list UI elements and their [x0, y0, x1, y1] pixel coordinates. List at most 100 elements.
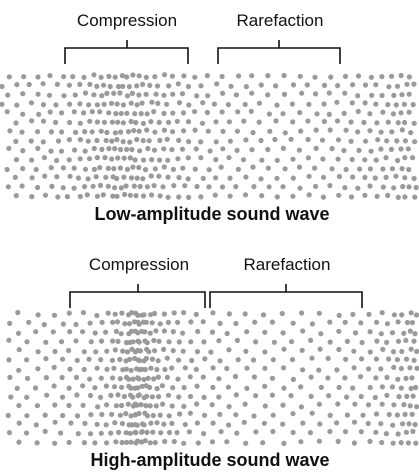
particle	[139, 383, 145, 389]
particle	[43, 375, 50, 381]
particle	[280, 111, 286, 117]
particle	[82, 90, 89, 96]
particle	[265, 146, 271, 153]
particle	[176, 357, 182, 363]
particle	[298, 439, 304, 445]
particle	[51, 383, 57, 389]
particle	[130, 72, 136, 78]
particle	[200, 374, 206, 380]
particle	[394, 412, 400, 418]
particle	[108, 100, 115, 106]
particle	[113, 403, 119, 409]
particle	[67, 119, 73, 126]
particle	[342, 429, 349, 435]
particle	[350, 174, 356, 180]
particle	[399, 312, 405, 318]
particle	[109, 156, 115, 162]
particle	[74, 357, 80, 363]
particle	[368, 74, 374, 80]
particle	[66, 402, 72, 409]
particle	[226, 422, 232, 428]
particle	[154, 366, 160, 373]
particle	[66, 347, 72, 354]
particle	[66, 439, 72, 445]
particle	[16, 403, 22, 409]
particle	[23, 430, 30, 436]
particle	[233, 392, 239, 398]
particle	[161, 311, 167, 317]
particle	[138, 402, 144, 408]
particle	[13, 157, 20, 163]
particle	[42, 428, 48, 434]
particle	[367, 438, 373, 444]
particle	[157, 193, 163, 199]
particle	[123, 366, 129, 372]
particle	[75, 175, 82, 181]
particle	[399, 92, 405, 98]
particle	[248, 108, 254, 114]
particle	[402, 175, 408, 181]
particle	[401, 402, 407, 408]
particle	[136, 410, 142, 417]
particle	[234, 147, 240, 153]
particle	[266, 111, 272, 117]
particle	[67, 173, 73, 179]
particle	[279, 310, 285, 317]
particle	[143, 74, 149, 80]
particle	[388, 146, 394, 152]
particle	[136, 164, 142, 171]
particle	[48, 148, 54, 154]
particle	[317, 346, 323, 352]
particle	[235, 166, 241, 172]
particle	[147, 403, 153, 409]
particle	[148, 173, 154, 179]
particle	[391, 185, 397, 191]
particle	[394, 83, 401, 89]
particle	[66, 385, 72, 391]
particle	[256, 100, 262, 106]
particle	[350, 385, 356, 391]
particle	[157, 137, 163, 143]
particle	[153, 91, 159, 97]
particle	[316, 438, 322, 444]
particle	[193, 311, 199, 317]
particle	[73, 321, 79, 328]
particle	[166, 429, 173, 436]
particle	[58, 339, 65, 345]
particle	[152, 348, 158, 354]
particle	[20, 148, 26, 154]
particle	[110, 375, 116, 381]
particle	[134, 83, 140, 89]
particle	[29, 175, 35, 181]
particle	[328, 74, 334, 80]
particle	[170, 110, 176, 116]
particle	[220, 90, 226, 96]
particle	[194, 183, 200, 190]
particle	[101, 82, 107, 88]
particle	[159, 383, 165, 389]
particle	[244, 385, 250, 391]
particle	[326, 90, 332, 96]
particle	[187, 410, 193, 416]
particle	[77, 137, 83, 143]
particle	[64, 194, 70, 200]
particle	[149, 394, 155, 400]
particle	[146, 349, 152, 355]
particle	[341, 147, 347, 154]
particle	[7, 374, 13, 380]
particle	[260, 312, 267, 318]
particle	[174, 430, 180, 436]
particle	[313, 183, 319, 189]
particle	[176, 194, 182, 200]
particle	[140, 193, 147, 199]
particle	[131, 183, 137, 189]
particle	[217, 320, 223, 326]
particle	[91, 166, 97, 172]
particle	[175, 81, 181, 87]
particle	[210, 365, 216, 371]
particle	[33, 422, 39, 428]
particle	[170, 385, 176, 391]
particle	[118, 185, 124, 191]
particle	[402, 194, 408, 200]
